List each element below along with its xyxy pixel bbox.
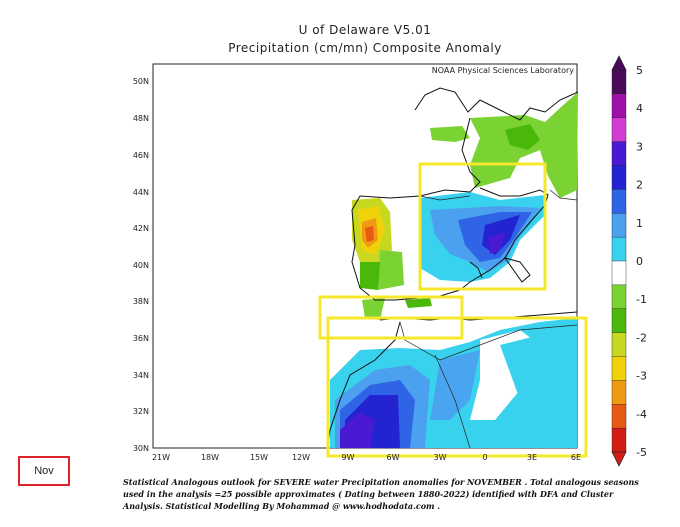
lon-label: 3E xyxy=(527,453,537,462)
colorbar-label: -3 xyxy=(636,370,647,383)
lon-label: 18W xyxy=(201,453,219,462)
colorbar-cell xyxy=(611,213,627,238)
colorbar-cell xyxy=(611,356,627,382)
colorbar-label: 4 xyxy=(636,102,643,115)
noaa-credit: NOAA Physical Sciences Laboratory xyxy=(432,66,575,75)
caption-line: Analysis. Statistical Modelling By Moham… xyxy=(123,501,441,511)
colorbar-cell xyxy=(611,69,627,95)
colorbar-cell xyxy=(611,117,627,143)
colorbar-cell xyxy=(611,189,627,214)
colorbar-cell xyxy=(611,380,627,405)
lat-label: 32N xyxy=(133,407,149,416)
lat-label: 34N xyxy=(133,371,149,380)
month-badge: Nov xyxy=(18,456,70,486)
colorbar-top-cap xyxy=(611,55,627,71)
northwest-africa-box xyxy=(326,316,588,458)
colorbar-cell xyxy=(611,404,627,429)
colorbar-label: -5 xyxy=(636,446,647,459)
lon-label: 15W xyxy=(250,453,268,462)
colorbar-label: -2 xyxy=(636,331,647,344)
colorbar-cell xyxy=(611,93,627,119)
lon-label: 3W xyxy=(434,453,447,462)
lon-label: 9W xyxy=(342,453,355,462)
lon-label: 0 xyxy=(482,453,487,462)
colorbar-label: 0 xyxy=(636,255,643,268)
lat-label: 46N xyxy=(133,151,149,160)
lon-label: 21W xyxy=(152,453,170,462)
lat-label: 44N xyxy=(133,188,149,197)
colorbar-label: 5 xyxy=(636,64,643,77)
lat-label: 38N xyxy=(133,297,149,306)
map-subtitle: Precipitation (cm/mn) Composite Anomaly xyxy=(228,41,502,55)
colorbar-cell xyxy=(611,141,627,167)
northeast-spain-box xyxy=(418,162,547,291)
colorbar-label: 2 xyxy=(636,179,643,192)
caption-line: Statistical Analogous outlook for SEVERE… xyxy=(123,477,639,487)
colorbar-label: 1 xyxy=(636,217,643,230)
latitude-axis: 50N 48N 46N 44N 42N 40N 38N 36N 34N 32N … xyxy=(133,77,149,453)
lat-label: 50N xyxy=(133,77,149,86)
colorbar-cell xyxy=(611,260,627,286)
colorbar-cell xyxy=(611,308,627,334)
lat-label: 42N xyxy=(133,224,149,233)
lat-label: 30N xyxy=(133,444,149,453)
anomaly-shading xyxy=(330,92,578,448)
longitude-axis: 21W 18W 15W 12W 9W 6W 3W 0 3E 6E xyxy=(152,453,581,462)
colorbar-cell xyxy=(611,427,627,453)
lat-label: 48N xyxy=(133,114,149,123)
colorbar-label: -4 xyxy=(636,408,647,421)
colorbar-cell xyxy=(611,284,627,310)
colorbar-label: -1 xyxy=(636,293,647,306)
colorbar-cell xyxy=(611,332,627,358)
map-title: U of Delaware V5.01 xyxy=(299,23,432,37)
colorbar-bottom-cap xyxy=(611,451,627,467)
lon-label: 6W xyxy=(387,453,400,462)
colorbar-cell xyxy=(611,236,627,262)
lat-label: 40N xyxy=(133,261,149,270)
analysis-caption: Statistical Analogous outlook for SEVERE… xyxy=(123,476,653,512)
colorbar: 5 4 3 2 1 0 -1 -2 -3 -4 -5 xyxy=(611,55,647,467)
caption-line: used in the analysis =25 possible approx… xyxy=(123,489,614,499)
colorbar-label: 3 xyxy=(636,140,643,153)
colorbar-cell xyxy=(611,165,627,191)
lon-label: 12W xyxy=(292,453,310,462)
lat-label: 36N xyxy=(133,334,149,343)
lon-label: 6E xyxy=(571,453,581,462)
